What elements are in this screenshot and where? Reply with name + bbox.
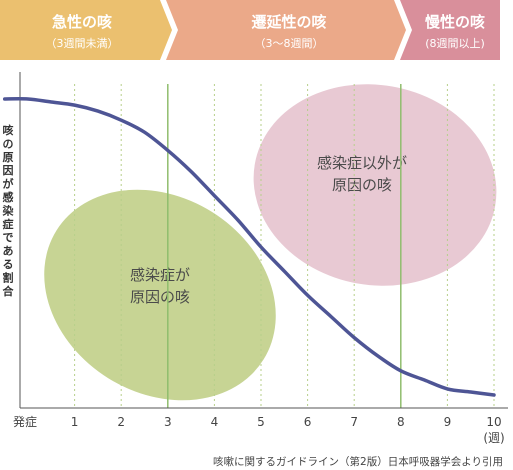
phase-band — [166, 0, 406, 60]
phase-subtitle: （3〜8週間） — [255, 37, 324, 50]
phase-title: 慢性の咳 — [425, 13, 485, 31]
x-tick-label: 2 — [117, 415, 125, 429]
x-tick-label: 8 — [397, 415, 405, 429]
phase-title: 遷延性の咳 — [251, 13, 326, 31]
phase-banner: 急性の咳 （3週間未満） 遷延性の咳 （3〜8週間） 慢性の咳 (8週間以上) — [0, 0, 500, 60]
x-tick-label: 4 — [211, 415, 219, 429]
x-tick-label: 10 — [486, 415, 501, 429]
y-axis-label-char: る — [3, 258, 14, 271]
x-tick-label: 6 — [304, 415, 312, 429]
x-tick-label: 9 — [444, 415, 452, 429]
y-axis-label-char: 感 — [3, 190, 14, 204]
x-tick-label: 7 — [350, 415, 358, 429]
y-axis-label-char: 原 — [3, 151, 14, 164]
phase-subtitle: (8週間以上) — [425, 37, 485, 50]
phase-subtitle: （3週間未満） — [46, 37, 119, 50]
x-tick-label: 1 — [71, 415, 79, 429]
y-axis-label-char: が — [3, 177, 14, 191]
y-axis-label-char: 割 — [3, 270, 14, 284]
phase-band — [400, 0, 500, 60]
phase-band — [0, 0, 172, 60]
y-axis-label-char: あ — [3, 245, 14, 258]
y-axis-label-char: 咳 — [3, 123, 14, 137]
region-label: 原因の咳 — [130, 288, 190, 306]
cause-region — [253, 84, 497, 286]
source-note: 咳嗽に関するガイドライン（第2版）日本呼吸器学会より引用 — [213, 455, 503, 468]
curve-layer — [2, 97, 496, 397]
labels: 咳の原因が感染症である割合咳嗽に関するガイドライン（第2版）日本呼吸器学会より引… — [3, 123, 504, 468]
phase-title: 急性の咳 — [52, 13, 112, 31]
x-tick-label: 3 — [164, 415, 172, 429]
x-tick-label: 5 — [257, 415, 265, 429]
cause-region — [44, 189, 276, 401]
region-label: 感染症が — [130, 266, 190, 284]
x-axis-unit: (週) — [483, 431, 504, 445]
region-label: 感染症以外が — [317, 154, 407, 172]
y-axis-label-char: 染 — [3, 203, 15, 217]
y-axis-label-char: 合 — [3, 284, 15, 298]
infection-ratio-curve — [2, 97, 496, 397]
y-axis-label-char: 因 — [3, 164, 14, 177]
region-label: 原因の咳 — [332, 176, 392, 194]
y-axis-label-char: 症 — [3, 217, 14, 231]
y-axis-label-char: の — [3, 137, 14, 150]
y-axis-label-char: で — [3, 231, 14, 244]
x-tick-label: 発症 — [13, 414, 37, 429]
x-axis: 発症 1 2 3 4 5 6 7 8 9 10 (週) — [13, 72, 508, 445]
